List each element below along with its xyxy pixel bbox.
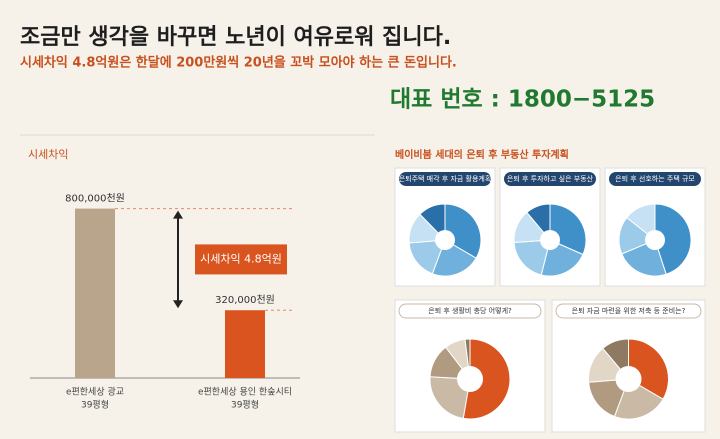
pie-title: 은퇴 자금 마련을 위한 저축 등 준비는? bbox=[572, 306, 686, 315]
pie-title: 은퇴 후 선호하는 주택 규모 bbox=[615, 174, 695, 183]
pie-slice bbox=[654, 203, 692, 275]
pie-hole bbox=[540, 230, 560, 250]
x-tick-note: 39평형 bbox=[231, 400, 259, 411]
annotation: 시세차익 4.8억원 bbox=[200, 252, 282, 265]
pie-title: 은퇴주택 매각 후 자금 활용계획 bbox=[399, 174, 492, 183]
x-tick-label: e편한세상 광교 bbox=[66, 386, 124, 398]
subtitle: 시세차익 4.8억원은 한달에 200만원씩 20년을 꼬박 모아야 하는 큰 … bbox=[20, 55, 457, 71]
pie-slice bbox=[588, 378, 630, 418]
pie-slice bbox=[513, 239, 551, 276]
bar bbox=[75, 208, 115, 378]
x-tick-label: e편한세상 용인 한숲시티 bbox=[198, 386, 292, 398]
pie-slice bbox=[408, 239, 446, 275]
card-header bbox=[609, 172, 701, 186]
card-header bbox=[398, 303, 542, 319]
card-header bbox=[504, 172, 596, 186]
pie-hole bbox=[615, 366, 642, 392]
section-title: 베이비붐 세대의 은퇴 후 부동산 투자계획 bbox=[395, 148, 569, 161]
pie-hole bbox=[645, 230, 665, 250]
card-header bbox=[399, 172, 491, 186]
phone: 대표 번호 : 1800−5125 bbox=[390, 87, 655, 113]
pie-slice bbox=[526, 203, 551, 242]
title: 조금만 생각을 바꾸면 노년이 여유로워 집니다. bbox=[20, 25, 451, 50]
value-label: 800,000천원 bbox=[65, 193, 125, 205]
value-label: 320,000천원 bbox=[215, 294, 275, 306]
section-title: 시세차익 bbox=[28, 148, 68, 161]
pie-hole bbox=[435, 230, 455, 250]
pie-slice bbox=[626, 203, 656, 242]
pie-title: 은퇴 후 투자하고 싶은 부동산 bbox=[507, 174, 594, 183]
pie-title: 은퇴 후 생활비 충당 어떻게? bbox=[428, 306, 512, 315]
pie-slice bbox=[462, 338, 511, 420]
bar bbox=[225, 310, 265, 378]
annotation-box bbox=[195, 244, 287, 275]
x-tick-note: 39평형 bbox=[81, 400, 109, 411]
card-header bbox=[555, 303, 702, 319]
pie-hole bbox=[457, 366, 483, 392]
pie-slice bbox=[444, 203, 482, 259]
pie-slice bbox=[419, 203, 446, 242]
